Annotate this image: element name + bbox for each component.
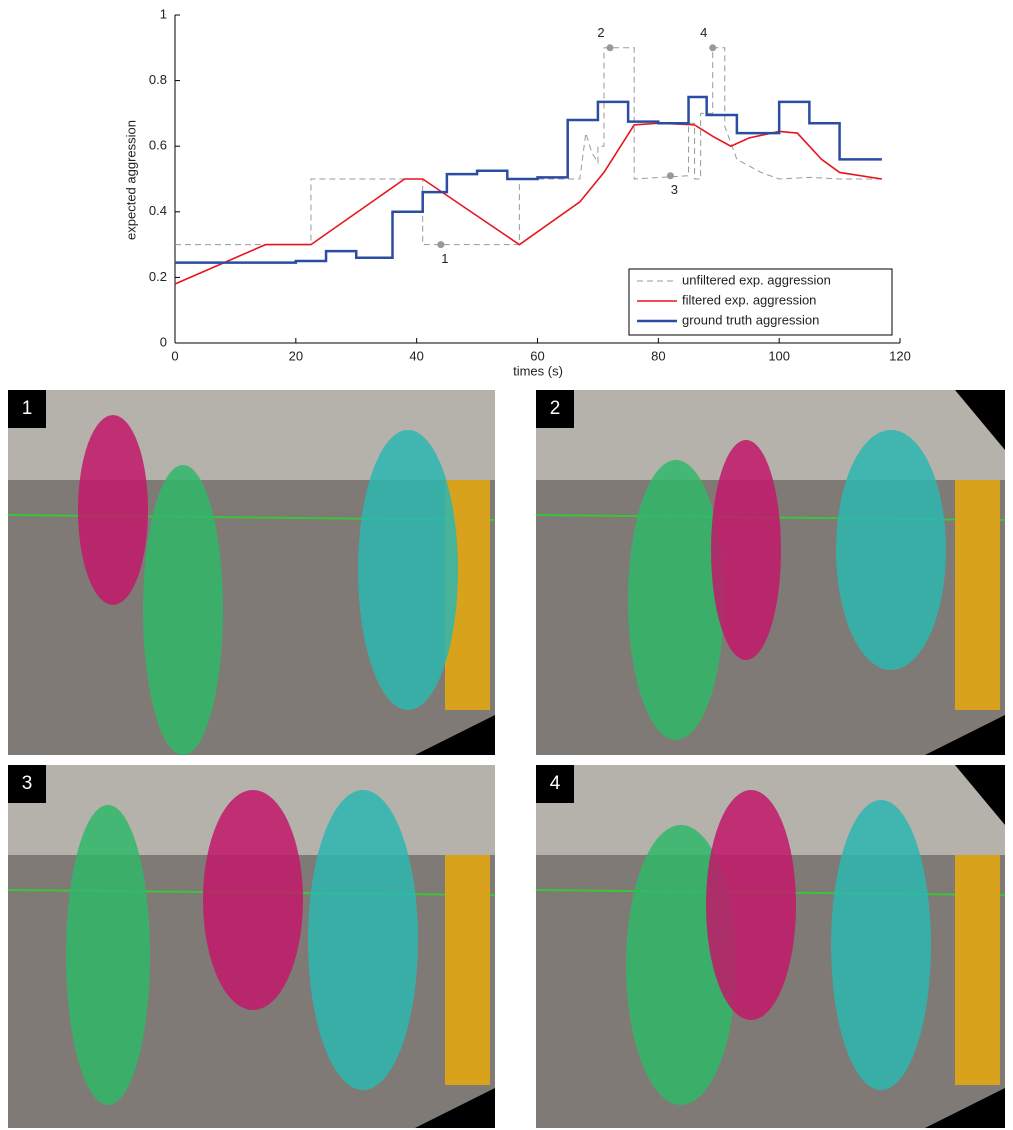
- annotation-dot: [607, 44, 614, 51]
- series-line: [175, 48, 882, 245]
- legend-label: unfiltered exp. aggression: [682, 272, 831, 287]
- y-tick-label: 1: [160, 6, 167, 21]
- photo-panel: 1: [8, 390, 495, 755]
- person-blob: [831, 800, 931, 1090]
- x-tick-label: 60: [530, 348, 544, 363]
- photo: [536, 765, 1005, 1128]
- legend-label: filtered exp. aggression: [682, 292, 816, 307]
- x-tick-label: 100: [768, 348, 790, 363]
- series-line: [175, 123, 882, 284]
- y-tick-label: 0: [160, 334, 167, 349]
- x-tick-label: 20: [289, 348, 303, 363]
- person-blob: [706, 790, 796, 1020]
- person-blob: [78, 415, 148, 605]
- photo-panel: 3: [8, 765, 495, 1128]
- x-tick-label: 120: [889, 348, 911, 363]
- photo-panel: 4: [536, 765, 1005, 1128]
- person-blob: [308, 790, 418, 1090]
- figure: times (s) expected aggression 0204060801…: [0, 0, 1013, 1130]
- panel-label: 4: [536, 765, 574, 803]
- photo: [536, 390, 1005, 755]
- person-blob: [628, 460, 724, 740]
- panel-label: 3: [8, 765, 46, 803]
- annotation-label: 1: [441, 251, 448, 266]
- photo: [8, 390, 495, 755]
- annotation-label: 2: [597, 25, 604, 40]
- person-blob: [203, 790, 303, 1010]
- person-blob: [143, 465, 223, 755]
- x-axis-label: times (s): [513, 363, 563, 378]
- annotation-label: 4: [700, 25, 707, 40]
- y-tick-label: 0.8: [149, 72, 167, 87]
- panel-label: 2: [536, 390, 574, 428]
- y-axis-label: expected aggression: [123, 120, 138, 240]
- panel-label: 1: [8, 390, 46, 428]
- yellow-board: [445, 855, 490, 1085]
- person-blob: [836, 430, 946, 670]
- person-blob: [711, 440, 781, 660]
- person-blob: [66, 805, 150, 1105]
- y-tick-label: 0.2: [149, 269, 167, 284]
- x-tick-label: 40: [409, 348, 423, 363]
- photo: [8, 765, 495, 1128]
- annotation-dot: [667, 172, 674, 179]
- photo-panel: 2: [536, 390, 1005, 755]
- sky: [536, 390, 1005, 480]
- annotation-dot: [709, 44, 716, 51]
- yellow-board: [955, 480, 1000, 710]
- legend-label: ground truth aggression: [682, 312, 819, 327]
- y-tick-label: 0.6: [149, 138, 167, 153]
- person-blob: [358, 430, 458, 710]
- annotation-dot: [437, 241, 444, 248]
- yellow-board: [955, 855, 1000, 1085]
- x-tick-label: 80: [651, 348, 665, 363]
- x-tick-label: 0: [171, 348, 178, 363]
- y-tick-label: 0.4: [149, 203, 167, 218]
- annotation-label: 3: [671, 182, 678, 197]
